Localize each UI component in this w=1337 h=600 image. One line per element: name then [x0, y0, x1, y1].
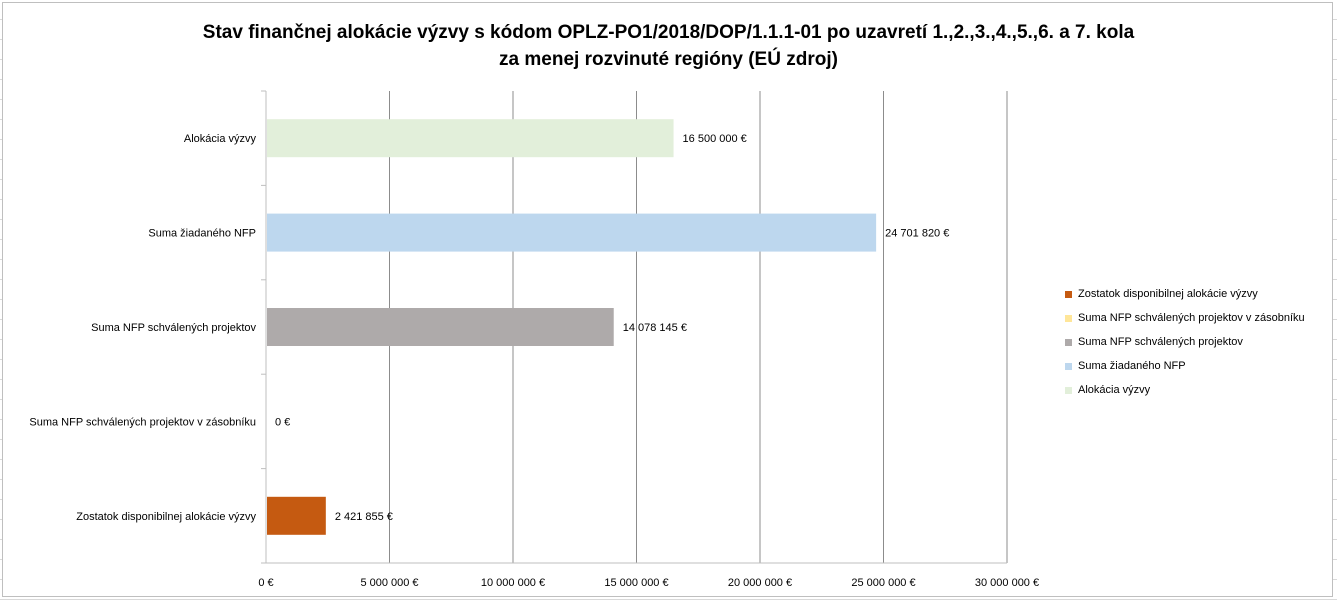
- data-label: 2 421 855 €: [335, 511, 393, 523]
- chart-title-line: Stav finančnej alokácie výzvy s kódom OP…: [202, 22, 1135, 43]
- x-tick-label: 20 000 000 €: [728, 577, 792, 589]
- category-label: Suma NFP schválených projektov v zásobní…: [29, 416, 256, 428]
- bar: [267, 308, 614, 346]
- legend-swatch: [1065, 386, 1072, 394]
- legend-item: Zostatok disponibilnej alokácie výzvy: [1065, 282, 1335, 306]
- legend-item: Alokácia výzvy: [1065, 378, 1335, 402]
- category-label: Alokácia výzvy: [184, 133, 257, 145]
- data-label: 16 500 000 €: [683, 133, 747, 145]
- legend-label: Alokácia výzvy: [1078, 384, 1151, 396]
- x-tick-label: 30 000 000 €: [975, 577, 1039, 589]
- legend-item: Suma NFP schválených projektov: [1065, 330, 1335, 354]
- chart-title: Stav finančnej alokácie výzvy s kódom OP…: [3, 19, 1334, 73]
- legend-swatch: [1065, 314, 1072, 322]
- chart-subtitle-line: za menej rozvinuté regióny (EÚ zdroj): [499, 49, 838, 70]
- chart-legend: Zostatok disponibilnej alokácie výzvy Sum…: [1065, 282, 1335, 402]
- x-tick-label: 10 000 000 €: [481, 577, 545, 589]
- bar-plot: 0 € 5 000 000 € 10 000 000 € 15 000 000 € 20…: [29, 90, 1039, 589]
- data-label: 0 €: [275, 416, 290, 428]
- legend-swatch: [1065, 290, 1072, 298]
- category-label: Suma žiadaného NFP: [148, 228, 256, 240]
- data-label: 14 078 145 €: [623, 322, 687, 334]
- legend-label: Suma NFP schválených projektov: [1078, 336, 1243, 348]
- x-tick-label: 0 €: [258, 577, 273, 589]
- category-label: Suma NFP schválených projektov: [91, 322, 256, 334]
- data-label: 24 701 820 €: [885, 228, 949, 240]
- x-tick-label: 5 000 000 €: [360, 577, 418, 589]
- legend-swatch: [1065, 362, 1072, 370]
- legend-swatch: [1065, 338, 1072, 346]
- bar: [267, 119, 674, 158]
- bar: [267, 213, 877, 252]
- legend-label: Suma žiadaného NFP: [1078, 360, 1186, 372]
- category-label: Zostatok disponibilnej alokácie výzvy: [76, 511, 256, 523]
- x-tick-label: 15 000 000 €: [604, 577, 668, 589]
- legend-label: Suma NFP schválených projektov v zásobní…: [1078, 312, 1305, 324]
- legend-item: Suma NFP schválených projektov v zásobní…: [1065, 306, 1335, 330]
- legend-item: Suma žiadaného NFP: [1065, 354, 1335, 378]
- bar: [267, 496, 326, 535]
- legend-label: Zostatok disponibilnej alokácie výzvy: [1078, 288, 1258, 300]
- x-tick-label: 25 000 000 €: [851, 577, 915, 589]
